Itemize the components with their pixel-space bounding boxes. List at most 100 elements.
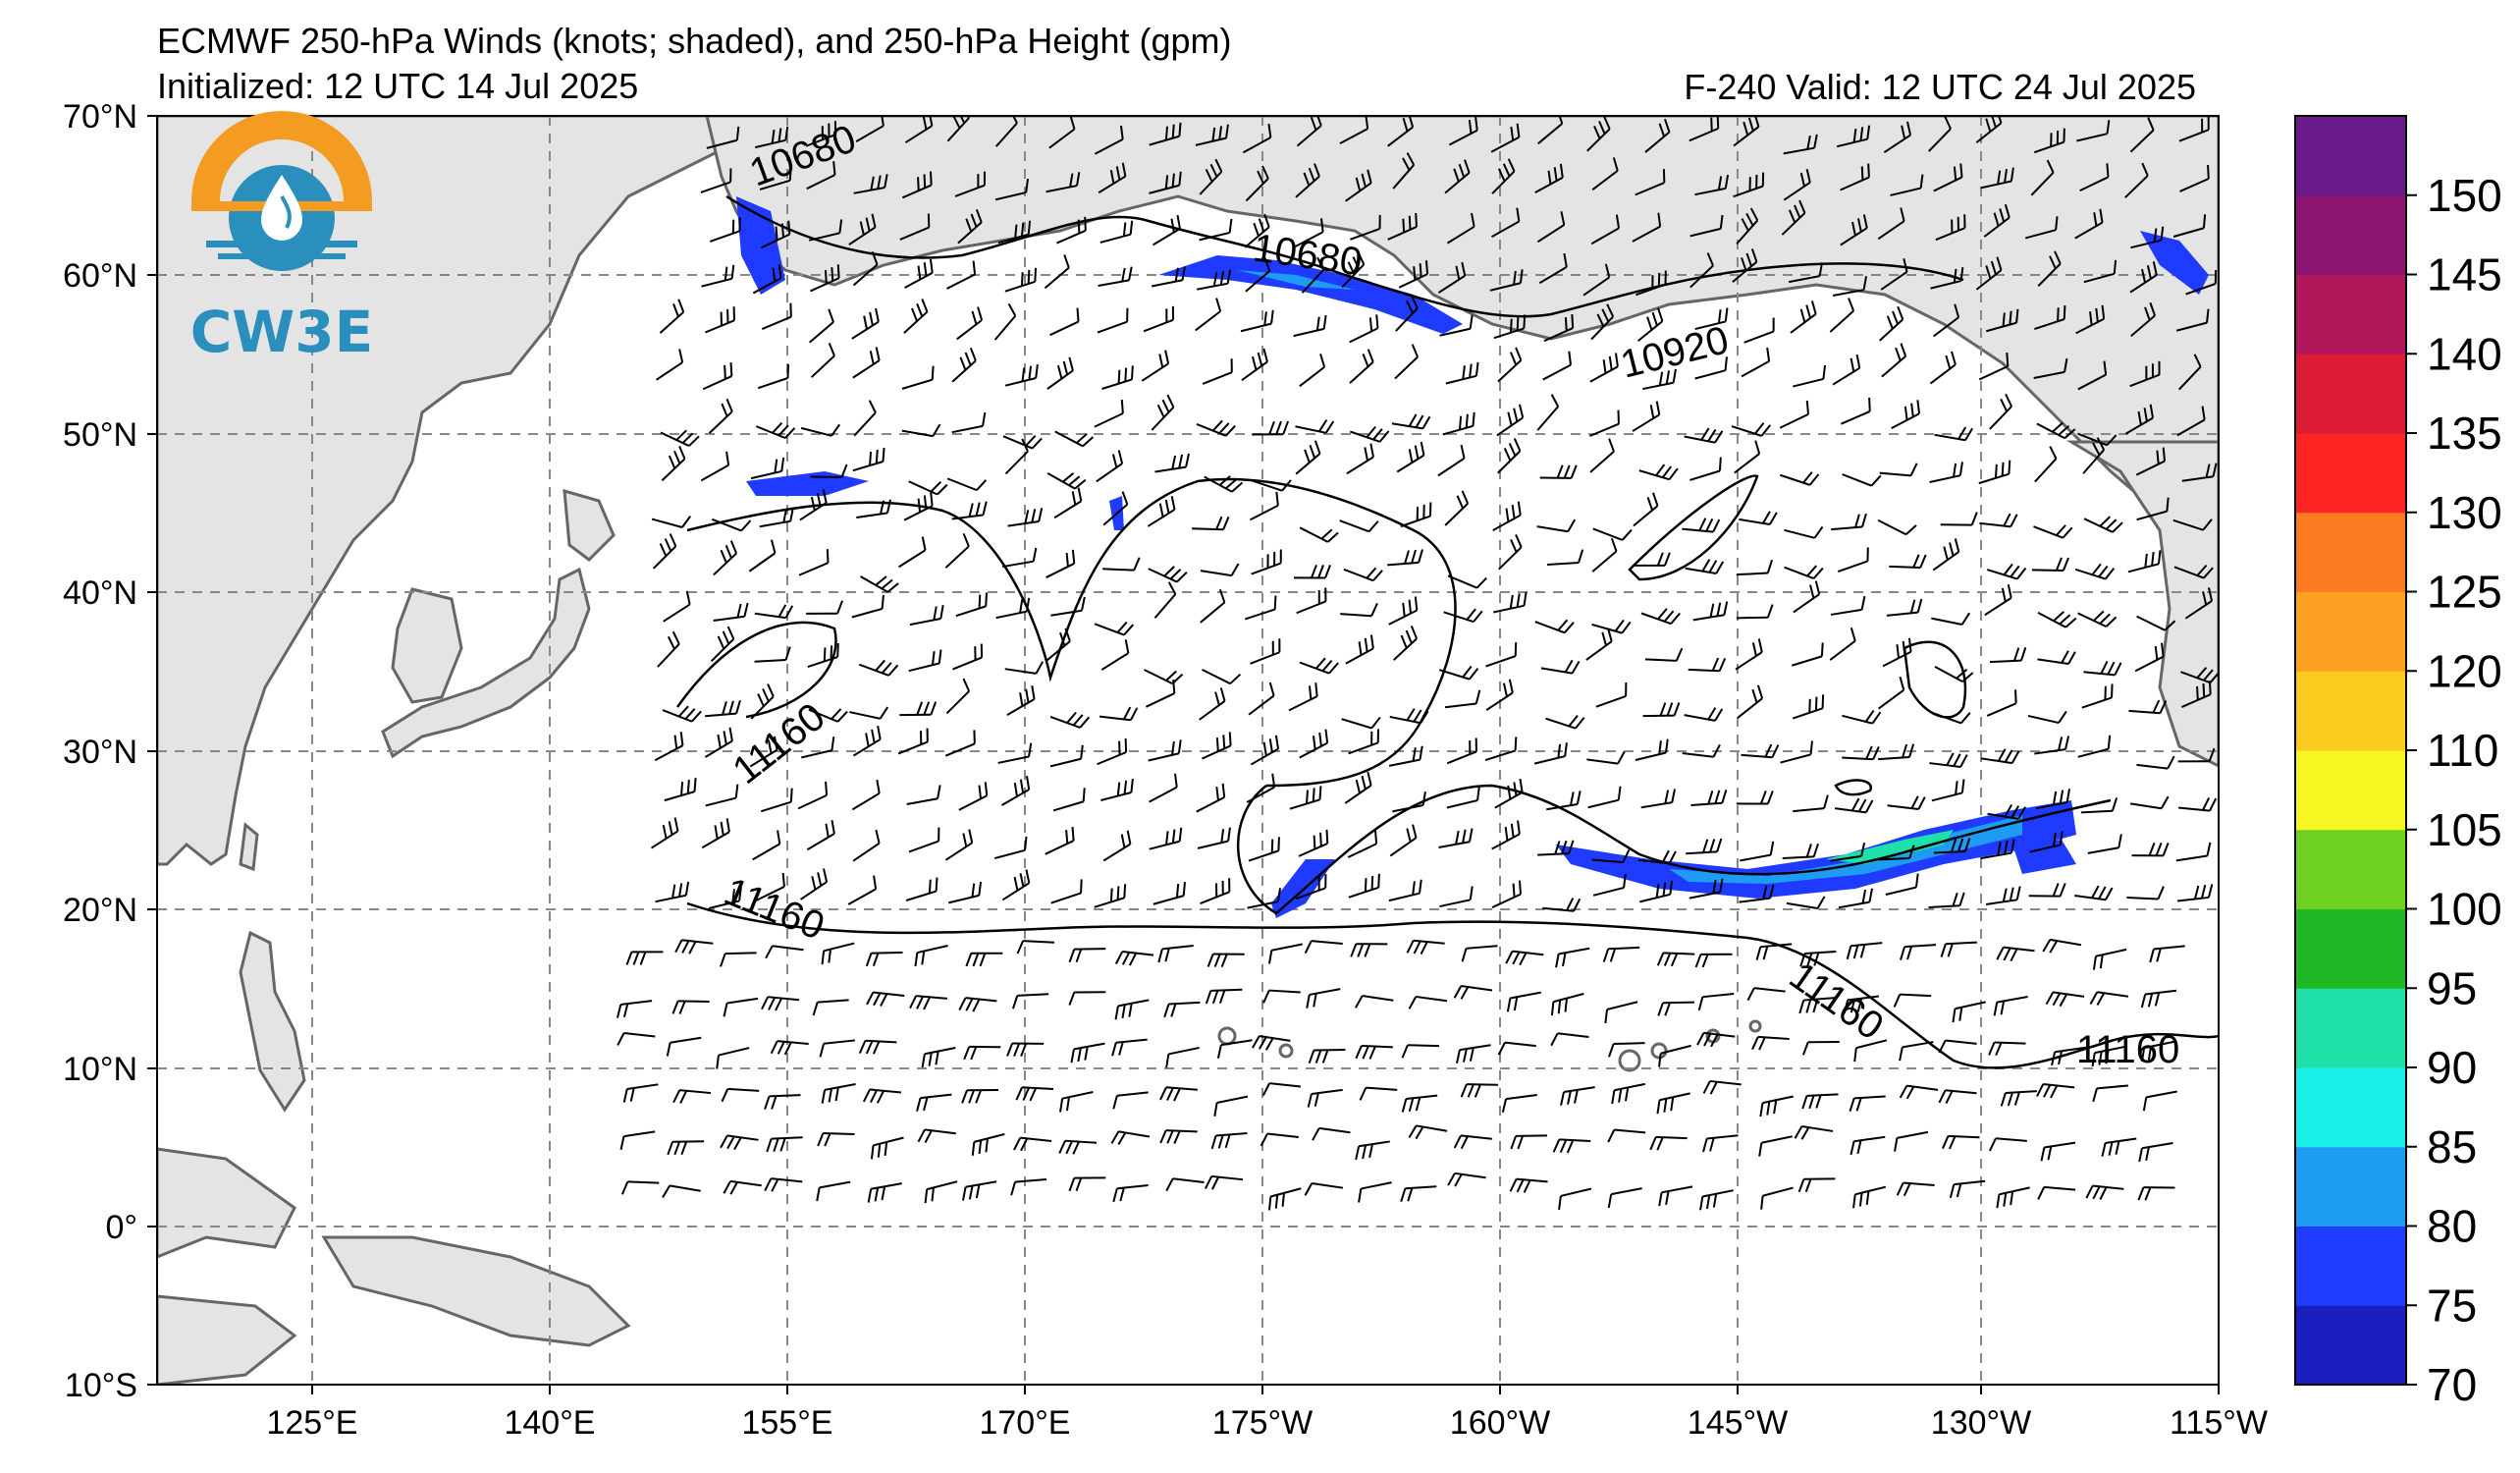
wind-barb xyxy=(2181,463,2218,482)
wind-barb xyxy=(2077,735,2112,758)
wind-barb xyxy=(1350,943,1388,957)
wind-barb xyxy=(917,1128,956,1144)
wind-barb xyxy=(1097,307,1129,334)
wind-barb xyxy=(1543,314,1575,343)
wind-barb xyxy=(1591,157,1619,191)
wind-barb xyxy=(1831,513,1867,531)
wind-barb xyxy=(708,398,733,434)
lat-label-10s: 10°S xyxy=(65,1367,137,1404)
wind-barb xyxy=(2136,615,2176,631)
wind-barb xyxy=(946,477,988,492)
wind-barb xyxy=(852,447,885,472)
wind-barb xyxy=(856,499,891,519)
wind-barb xyxy=(1048,116,1076,149)
wind-barb xyxy=(1204,1174,1244,1190)
wind-barb xyxy=(2124,404,2154,435)
wind-barb xyxy=(1736,604,1774,620)
wind-barb xyxy=(1205,988,1243,1005)
wind-barb xyxy=(1387,549,1423,567)
wind-barb xyxy=(2178,116,2210,142)
lon-label-125e: 125°E xyxy=(266,1404,357,1442)
wind-barb xyxy=(1444,159,1471,194)
wind-barb xyxy=(1840,214,1868,246)
wind-barb xyxy=(1010,1177,1046,1196)
wind-barb xyxy=(1879,463,1918,477)
wind-barb xyxy=(866,991,905,1007)
wind-barb xyxy=(700,451,730,482)
wind-barb xyxy=(1978,352,2010,381)
wind-barb xyxy=(663,590,691,623)
wind-barb xyxy=(1550,993,1584,1016)
wind-barb xyxy=(1355,1140,1390,1161)
wind-barb xyxy=(1401,1044,1439,1059)
wind-barb xyxy=(1658,1185,1693,1207)
wind-barb xyxy=(1295,440,1321,475)
jet-peak-east-pacific xyxy=(1826,830,1954,864)
lon-label-175w: 175°W xyxy=(1212,1404,1313,1442)
wind-barb xyxy=(2027,710,2067,725)
wind-barb xyxy=(1929,752,1968,768)
wind-barb xyxy=(1640,789,1677,809)
wind-barb xyxy=(1928,892,1965,908)
wind-barb xyxy=(2083,516,2123,533)
wind-barb xyxy=(1395,295,1419,332)
lon-label-115w: 115°W xyxy=(2170,1404,2268,1442)
wind-barb xyxy=(1016,940,1055,955)
wind-barb xyxy=(1240,309,1274,333)
wind-barb xyxy=(2000,1090,2037,1107)
wind-barb xyxy=(1250,638,1281,665)
wind-barb xyxy=(1196,783,1226,813)
wind-barb xyxy=(664,778,697,802)
wind-barb xyxy=(1444,689,1481,709)
wind-barb xyxy=(1635,169,1666,196)
wind-barb xyxy=(1779,471,1820,486)
wind-barb xyxy=(1755,943,1793,960)
wind-barb xyxy=(1288,682,1318,712)
wind-barb xyxy=(1638,464,1679,481)
wind-barb xyxy=(770,1040,809,1056)
wind-barb xyxy=(748,539,777,573)
wind-barb xyxy=(713,540,738,576)
wind-barb xyxy=(1759,1095,1794,1118)
wind-barb xyxy=(1306,988,1341,1009)
wind-barb xyxy=(1733,172,1765,198)
wind-barb xyxy=(1611,1082,1646,1105)
wind-barb xyxy=(1112,1183,1149,1203)
wind-barb xyxy=(1299,526,1339,543)
wind-barb xyxy=(674,939,714,955)
wind-barb xyxy=(704,727,733,758)
wind-barb xyxy=(997,220,1032,245)
wind-barb xyxy=(1798,997,1836,1014)
wind-barb xyxy=(1741,347,1771,378)
wind-barb xyxy=(1148,739,1182,762)
wind-barb xyxy=(951,347,977,383)
wind-barb xyxy=(821,1083,856,1104)
logo-text: CW3E xyxy=(190,299,374,365)
wind-barb xyxy=(1878,845,1915,861)
colorbar-swatch xyxy=(2295,1226,2406,1306)
wind-barb xyxy=(1349,349,1374,384)
wind-barb xyxy=(1929,462,1963,483)
wind-barb xyxy=(2131,842,2170,857)
wind-barb xyxy=(1682,518,1721,533)
wind-barb xyxy=(652,533,677,570)
wind-barb xyxy=(1899,1084,1939,1100)
wind-barb xyxy=(1304,1182,1344,1196)
wind-barb xyxy=(761,302,792,330)
wind-barb xyxy=(1657,1001,1694,1016)
wind-barb xyxy=(1684,707,1724,722)
wind-barb xyxy=(1649,1135,1688,1151)
wind-barb xyxy=(1733,116,1760,147)
wind-barb xyxy=(1741,743,1780,759)
wind-barb xyxy=(2128,699,2168,715)
wind-barb xyxy=(1151,266,1186,288)
wind-barb xyxy=(1949,1179,1986,1198)
wind-barb xyxy=(2175,308,2210,332)
wind-barb xyxy=(906,785,941,806)
wind-barb xyxy=(1853,1039,1888,1063)
lat-label-0: 0° xyxy=(105,1209,137,1246)
wind-barb xyxy=(1590,214,1621,246)
wind-barb xyxy=(2082,437,2106,474)
wind-barb xyxy=(2028,883,2066,898)
wind-barb xyxy=(1165,1177,1205,1192)
